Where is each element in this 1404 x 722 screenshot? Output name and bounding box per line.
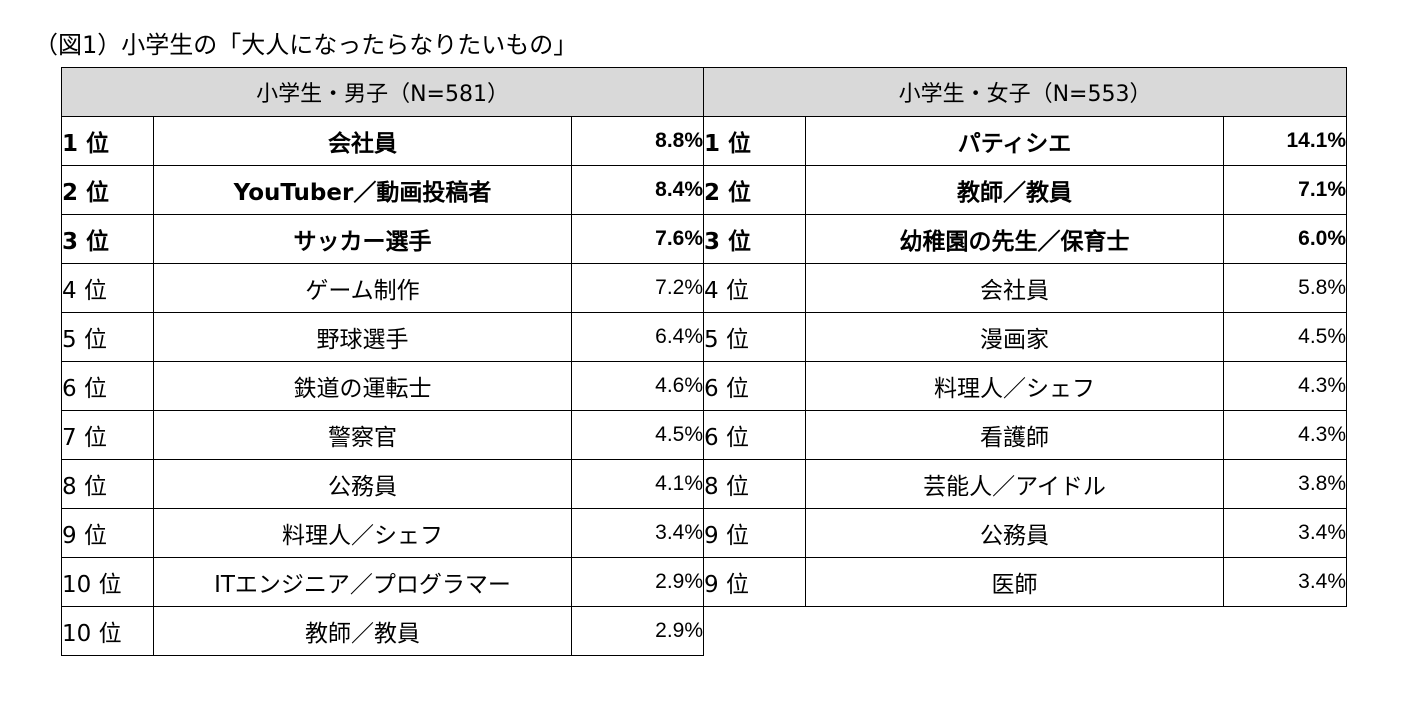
percentage-cell: 4.5%: [570, 410, 705, 460]
job-cell: 料理人／シェフ: [153, 508, 572, 558]
table-row: 2 位教師／教員 7.1%: [703, 165, 1348, 215]
rank-cell: 8 位: [61, 459, 154, 509]
rank-cell: 5 位: [61, 312, 154, 362]
rank-cell: 9 位: [703, 508, 806, 558]
table-row: 10 位 ITエンジニア／プログラマー 2.9%: [61, 557, 705, 607]
table-row: 1 位パティシエ 14.1%: [703, 116, 1348, 166]
table-row: 4 位会社員 5.8%: [703, 263, 1348, 313]
job-cell: 教師／教員: [153, 606, 572, 656]
percentage-cell: 4.3%: [1222, 361, 1348, 411]
rank-cell: 2 位: [703, 165, 806, 215]
job-cell: ITエンジニア／プログラマー: [153, 557, 572, 607]
job-cell: 公務員: [153, 459, 572, 509]
percentage-cell: 3.4%: [1222, 557, 1348, 607]
percentage-cell: 6.4%: [570, 312, 705, 362]
table-row: 9 位公務員 3.4%: [703, 508, 1348, 558]
job-cell: 野球選手: [153, 312, 572, 362]
percentage-cell: 2.9%: [570, 606, 705, 656]
job-cell: ゲーム制作: [153, 263, 572, 313]
rank-cell: 9 位: [61, 508, 154, 558]
job-cell: 鉄道の運転士: [153, 361, 572, 411]
table-row: 8 位芸能人／アイドル 3.8%: [703, 459, 1348, 509]
job-cell: 料理人／シェフ: [805, 361, 1224, 411]
percentage-cell: 7.1%: [1222, 165, 1348, 215]
job-cell: 看護師: [805, 410, 1224, 460]
job-cell: サッカー選手: [153, 214, 572, 264]
rank-cell: 2 位: [61, 165, 154, 215]
percentage-cell: 6.0%: [1222, 214, 1348, 264]
percentage-cell: 3.4%: [1222, 508, 1348, 558]
table-row: 3 位サッカー選手 7.6%: [61, 214, 705, 264]
percentage-cell: 7.2%: [570, 263, 705, 313]
girls-table-header: 小学生・女子（N=553）: [702, 67, 1348, 117]
table-row: 7 位警察官 4.5%: [61, 410, 705, 460]
job-cell: 教師／教員: [805, 165, 1224, 215]
percentage-cell: 8.8%: [570, 116, 705, 166]
job-cell: 会社員: [805, 263, 1224, 313]
rank-cell: 5 位: [703, 312, 806, 362]
job-cell: 公務員: [805, 508, 1224, 558]
rank-cell: 6 位: [703, 361, 806, 411]
percentage-cell: 8.4%: [570, 165, 705, 215]
percentage-cell: 4.3%: [1222, 410, 1348, 460]
job-cell: パティシエ: [805, 116, 1224, 166]
percentage-cell: 4.6%: [570, 361, 705, 411]
figure-caption: （図1）小学生の「大人になったらなりたいもの」: [34, 31, 578, 59]
job-cell: 漫画家: [805, 312, 1224, 362]
table-row: 1 位会社員 8.8%: [61, 116, 705, 166]
percentage-cell: 2.9%: [570, 557, 705, 607]
percentage-cell: 7.6%: [570, 214, 705, 264]
percentage-cell: 4.5%: [1222, 312, 1348, 362]
rank-cell: 10 位: [61, 557, 154, 607]
percentage-cell: 14.1%: [1222, 116, 1348, 166]
job-cell: 会社員: [153, 116, 572, 166]
table-row: 5 位野球選手 6.4%: [61, 312, 705, 362]
table-row: 8 位公務員 4.1%: [61, 459, 705, 509]
girls-header-row: 小学生・女子（N=553）: [702, 67, 1348, 117]
rank-cell: 1 位: [703, 116, 806, 166]
rank-cell: 3 位: [703, 214, 806, 264]
job-cell: 医師: [805, 557, 1224, 607]
job-cell: 幼稚園の先生／保育士: [805, 214, 1224, 264]
boys-table-header: 小学生・男子（N=581）: [60, 67, 705, 117]
rank-cell: 1 位: [61, 116, 154, 166]
rank-cell: 4 位: [703, 263, 806, 313]
table-row: 9 位医師 3.4%: [703, 557, 1348, 607]
table-row: 5 位漫画家 4.5%: [703, 312, 1348, 362]
table-row: 6 位看護師 4.3%: [703, 410, 1348, 460]
boys-ranking-table: 小学生・男子（N=581） 1 位会社員 8.8% 2 位 YouTuber／動画投稿…: [60, 67, 705, 656]
rank-cell: 3 位: [61, 214, 154, 264]
table-row: 3 位幼稚園の先生／保育士 6.0%: [703, 214, 1348, 264]
table-row: 9 位料理人／シェフ 3.4%: [61, 508, 705, 558]
table-row: 6 位料理人／シェフ 4.3%: [703, 361, 1348, 411]
rank-cell: 10 位: [61, 606, 154, 656]
rank-cell: 6 位: [61, 361, 154, 411]
percentage-cell: 5.8%: [1222, 263, 1348, 313]
table-row: 6 位鉄道の運転士 4.6%: [61, 361, 705, 411]
job-cell: 警察官: [153, 410, 572, 460]
table-row: 2 位 YouTuber／動画投稿者 8.4%: [61, 165, 705, 215]
table-row: 10 位教師／教員 2.9%: [61, 606, 705, 656]
table-row: 4 位ゲーム制作 7.2%: [61, 263, 705, 313]
boys-header-row: 小学生・男子（N=581）: [60, 67, 705, 117]
percentage-cell: 4.1%: [570, 459, 705, 509]
percentage-cell: 3.4%: [570, 508, 705, 558]
rank-cell: 6 位: [703, 410, 806, 460]
girls-ranking-table: 小学生・女子（N=553） 1 位パティシエ 14.1% 2 位教師／教員 7.1% 3…: [702, 67, 1348, 607]
girls-table-body: 1 位パティシエ 14.1% 2 位教師／教員 7.1% 3 位幼稚園の先生／保育士 6.…: [703, 116, 1348, 607]
job-cell: YouTuber／動画投稿者: [153, 165, 572, 215]
job-cell: 芸能人／アイドル: [805, 459, 1224, 509]
boys-table-body: 1 位会社員 8.8% 2 位 YouTuber／動画投稿者 8.4% 3 位サッカー選手…: [61, 116, 705, 656]
rank-cell: 8 位: [703, 459, 806, 509]
percentage-cell: 3.8%: [1222, 459, 1348, 509]
rank-cell: 9 位: [703, 557, 806, 607]
rank-cell: 7 位: [61, 410, 154, 460]
rank-cell: 4 位: [61, 263, 154, 313]
